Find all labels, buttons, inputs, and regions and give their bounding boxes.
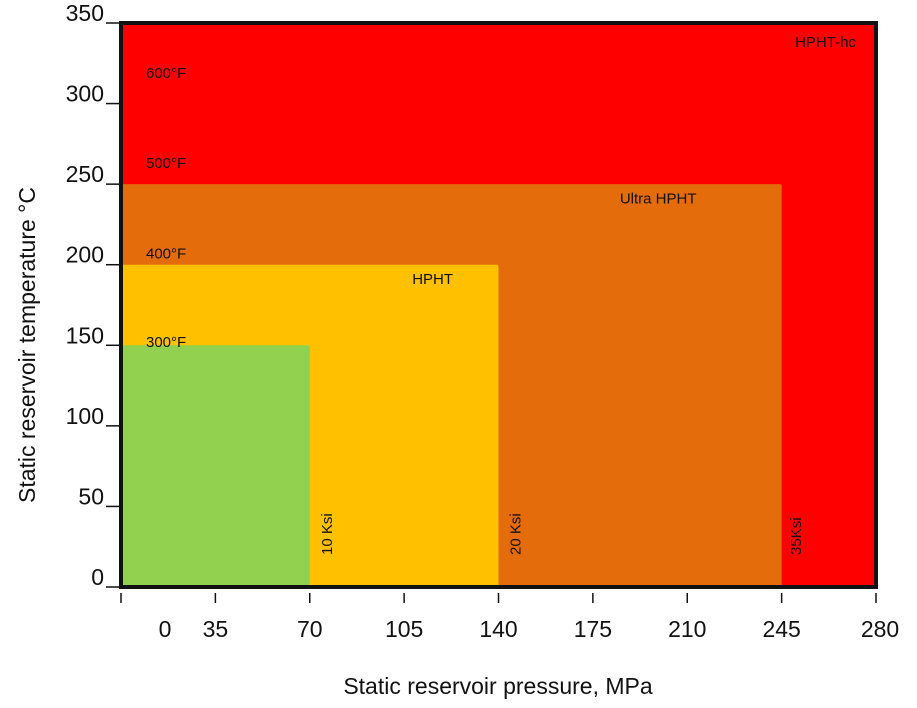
temperature-label: 500°F	[146, 155, 186, 172]
x-axis-title: Static reservoir pressure, MPa	[343, 673, 653, 699]
x-tick-label: 280	[861, 616, 899, 642]
region-label: HPHT-hc	[795, 34, 856, 51]
region-label: Ultra HPHT	[620, 190, 697, 207]
y-tick-label: 150	[66, 322, 104, 348]
y-tick-label: 250	[66, 161, 104, 187]
y-tick-label: 50	[78, 483, 104, 509]
x-tick-label: 105	[385, 616, 423, 642]
plot-border	[119, 21, 878, 589]
x-tick-label: 245	[762, 616, 800, 642]
y-tick-label: 0	[91, 564, 104, 590]
x-tick-label: 140	[479, 616, 517, 642]
x-tick-label: 35	[203, 616, 229, 642]
region-label: HPHT	[412, 271, 453, 288]
temperature-label: 400°F	[146, 245, 186, 262]
x-tick-label: 0	[159, 616, 172, 642]
x-tick-label: 175	[574, 616, 612, 642]
temperature-label: 600°F	[146, 65, 186, 82]
y-tick-label: 200	[66, 242, 104, 268]
pressure-label: 10 Ksi	[319, 513, 336, 555]
pressure-label: 35Ksi	[788, 517, 805, 555]
x-tick-label: 70	[297, 616, 323, 642]
plot-frame	[119, 21, 878, 589]
x-tick-label: 210	[668, 616, 706, 642]
pressure-label: 20 Ksi	[508, 513, 525, 555]
annotation-layer: HPHT-hc Ultra HPHT HPHT 600°F 500°F 400°F 300°…	[146, 34, 856, 555]
y-tick-label: 300	[66, 81, 104, 107]
axes: 0 35 70 105 140 175 210 245 280 0 50 100 150 200 250 30…	[66, 0, 900, 642]
y-axis-title: Static reservoir temperature °C	[14, 187, 40, 503]
temperature-label: 300°F	[146, 334, 186, 351]
region-conventional	[121, 345, 310, 587]
region-layer	[121, 23, 876, 587]
y-tick-label: 100	[66, 403, 104, 429]
y-tick-label: 350	[66, 0, 104, 26]
